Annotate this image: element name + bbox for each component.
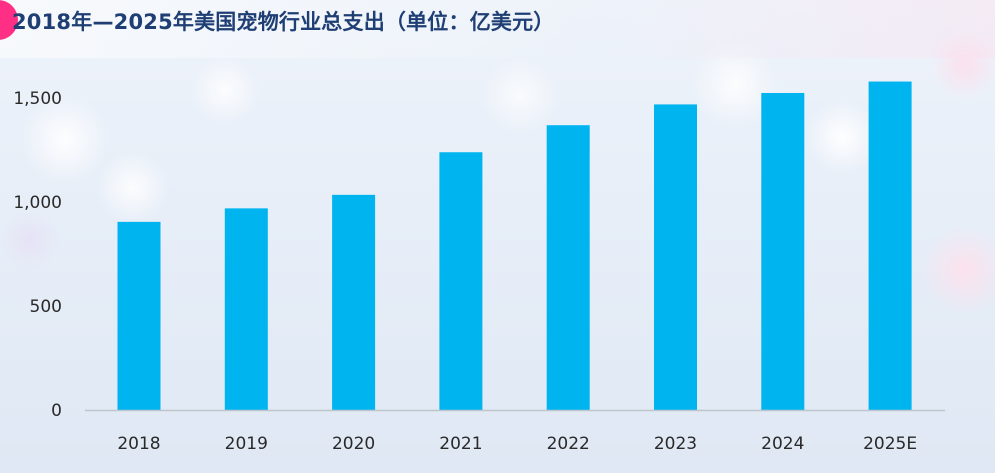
x-tick-label: 2022: [547, 434, 590, 454]
y-tick-label: 500: [30, 297, 62, 317]
chart-header: 2018年—2025年美国宠物行业总支出（单位：亿美元）: [0, 0, 995, 58]
x-tick-label: 2023: [654, 434, 697, 454]
bar: [546, 125, 590, 411]
bar: [868, 81, 912, 410]
x-tick-label: 2021: [439, 434, 482, 454]
y-tick-label: 1,000: [13, 193, 62, 213]
bar: [117, 221, 161, 410]
y-tick-label: 1,500: [13, 89, 62, 109]
x-tick-label: 2024: [761, 434, 804, 454]
x-tick-label: 2019: [225, 434, 268, 454]
y-tick-label: 0: [51, 401, 62, 421]
x-tick-label: 2025E: [863, 434, 917, 454]
bar: [654, 104, 697, 410]
x-tick-label: 2020: [332, 434, 375, 454]
bar: [224, 208, 268, 410]
x-tick-label: 2018: [117, 434, 160, 454]
bar: [761, 92, 805, 410]
bar: [332, 194, 376, 410]
accent-dot: [0, 0, 18, 40]
bar: [439, 152, 483, 411]
chart-title: 2018年—2025年美国宠物行业总支出（单位：亿美元）: [12, 10, 555, 34]
